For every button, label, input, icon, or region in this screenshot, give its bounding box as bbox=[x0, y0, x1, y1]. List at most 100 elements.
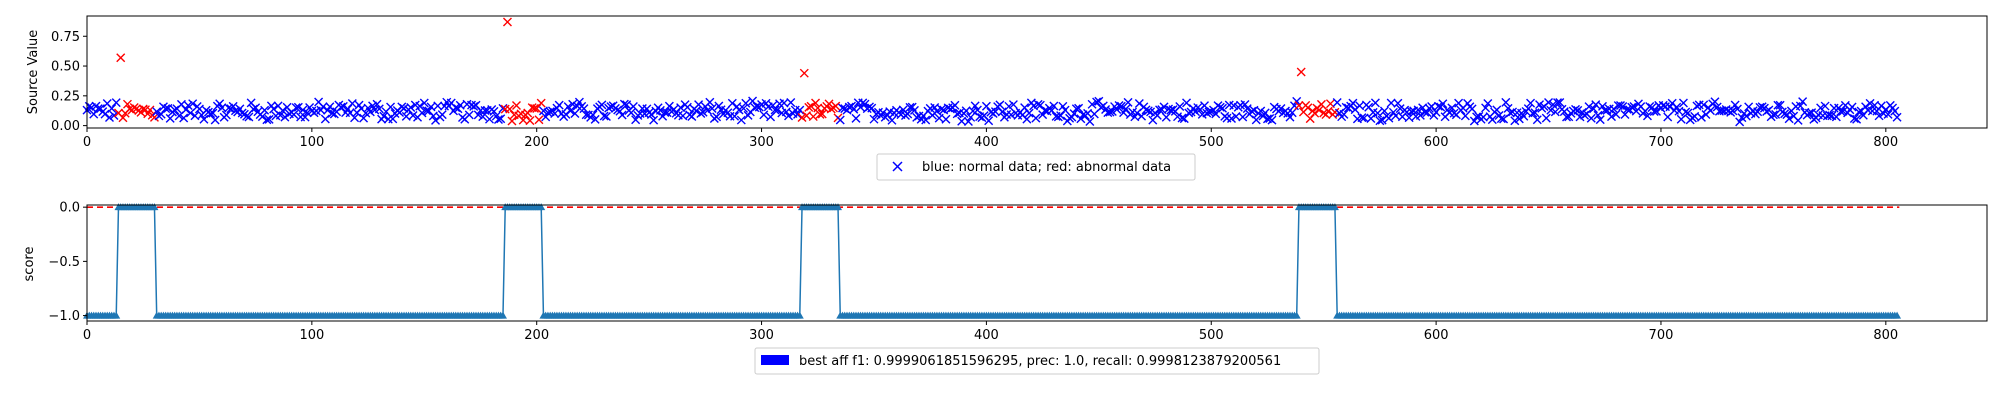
normal-point bbox=[617, 110, 627, 120]
normal-point bbox=[1105, 107, 1115, 117]
normal-point bbox=[1519, 111, 1529, 121]
normal-point bbox=[981, 101, 991, 111]
normal-point bbox=[291, 103, 301, 113]
abnormal-point bbox=[806, 101, 816, 111]
normal-point bbox=[1227, 114, 1236, 124]
normal-point bbox=[165, 113, 175, 123]
normal-point bbox=[244, 112, 254, 122]
normal-point bbox=[1121, 104, 1131, 114]
normal-point bbox=[932, 106, 942, 116]
normal-point bbox=[966, 112, 976, 122]
normal-point bbox=[682, 102, 692, 112]
abnormal-point bbox=[826, 104, 836, 114]
normal-point bbox=[1820, 101, 1830, 111]
abnormal-point bbox=[116, 53, 126, 63]
top-x-axis: 0 100 200 300 400 500 600 700 800 bbox=[83, 128, 1898, 150]
abnormal-point bbox=[507, 116, 517, 126]
normal-point bbox=[725, 111, 735, 121]
normal-point bbox=[1804, 108, 1814, 118]
normal-point bbox=[1890, 106, 1900, 116]
normal-point bbox=[1573, 105, 1583, 115]
normal-point bbox=[1179, 114, 1189, 124]
normal-point bbox=[1204, 107, 1214, 117]
y-tick-label: 0.0 bbox=[59, 201, 80, 216]
normal-point bbox=[1798, 97, 1808, 107]
normal-point bbox=[100, 109, 110, 119]
normal-point bbox=[1415, 110, 1425, 120]
normal-point bbox=[1155, 105, 1165, 115]
normal-point bbox=[1467, 104, 1477, 114]
normal-point bbox=[89, 109, 99, 119]
normal-point bbox=[484, 114, 494, 124]
normal-point bbox=[1710, 97, 1720, 107]
abnormal-point bbox=[525, 116, 535, 126]
abnormal-point bbox=[534, 115, 544, 125]
normal-point bbox=[905, 102, 915, 112]
normal-point bbox=[736, 115, 746, 125]
x-tick-label: 200 bbox=[524, 328, 549, 343]
normal-point bbox=[1137, 111, 1147, 121]
normal-point bbox=[1379, 106, 1389, 116]
x-tick-label: 0 bbox=[83, 135, 91, 150]
normal-point bbox=[1481, 103, 1491, 113]
abnormal-point bbox=[1296, 67, 1306, 77]
normal-point bbox=[1773, 100, 1783, 110]
normal-point bbox=[563, 102, 573, 112]
normal-point bbox=[374, 104, 384, 114]
normal-point bbox=[867, 103, 877, 113]
score-panel: 0 100 200 300 400 500 600 700 800 −1.0 −0.5 0.0 sc… bbox=[22, 201, 1988, 375]
normal-point bbox=[972, 105, 982, 115]
normal-point bbox=[1287, 108, 1297, 118]
normal-point bbox=[1607, 112, 1616, 122]
normal-point bbox=[1256, 106, 1266, 116]
normal-point bbox=[1413, 105, 1423, 115]
normal-point bbox=[386, 102, 396, 112]
normal-point bbox=[741, 98, 751, 108]
abnormal-point bbox=[815, 109, 825, 119]
normal-point bbox=[1159, 102, 1169, 112]
bottom-plot-frame bbox=[86, 204, 1988, 322]
abnormal-point bbox=[1314, 105, 1324, 115]
normal-point bbox=[1366, 113, 1376, 123]
normal-point bbox=[365, 107, 375, 117]
normal-point bbox=[1530, 108, 1540, 118]
normal-point bbox=[1215, 102, 1225, 112]
normal-point bbox=[242, 111, 252, 121]
normal-point bbox=[464, 110, 474, 120]
normal-point bbox=[1593, 110, 1603, 120]
score-marker bbox=[1292, 311, 1301, 319]
normal-point bbox=[1892, 112, 1902, 122]
normal-point bbox=[1292, 96, 1302, 106]
x-tick-label: 800 bbox=[1873, 328, 1898, 343]
normal-point bbox=[707, 103, 717, 113]
normal-point bbox=[599, 111, 609, 121]
normal-point bbox=[631, 115, 641, 125]
normal-point bbox=[1175, 101, 1185, 111]
normal-point bbox=[1629, 101, 1639, 111]
normal-point bbox=[107, 104, 117, 114]
normal-point bbox=[1022, 114, 1032, 124]
y-tick-label: −1.0 bbox=[48, 309, 80, 324]
normal-point bbox=[1049, 101, 1059, 111]
normal-point bbox=[1339, 109, 1349, 119]
normal-point bbox=[694, 100, 704, 110]
score-marker bbox=[795, 311, 804, 319]
normal-point bbox=[1793, 115, 1803, 125]
normal-point bbox=[1825, 110, 1835, 120]
bottom-legend-patch bbox=[761, 355, 789, 365]
abnormal-point bbox=[505, 104, 515, 114]
normal-point bbox=[855, 102, 865, 112]
score-marker bbox=[834, 203, 843, 211]
normal-point bbox=[601, 112, 611, 121]
normal-point bbox=[655, 105, 665, 115]
normal-point bbox=[727, 98, 737, 108]
top-plot-frame bbox=[86, 15, 1988, 129]
normal-point bbox=[1074, 103, 1084, 113]
normal-point bbox=[1526, 98, 1536, 108]
normal-point bbox=[1550, 107, 1560, 117]
normal-point bbox=[687, 111, 697, 121]
normal-point bbox=[1247, 106, 1257, 116]
normal-point bbox=[950, 100, 960, 110]
normal-point bbox=[170, 105, 180, 115]
